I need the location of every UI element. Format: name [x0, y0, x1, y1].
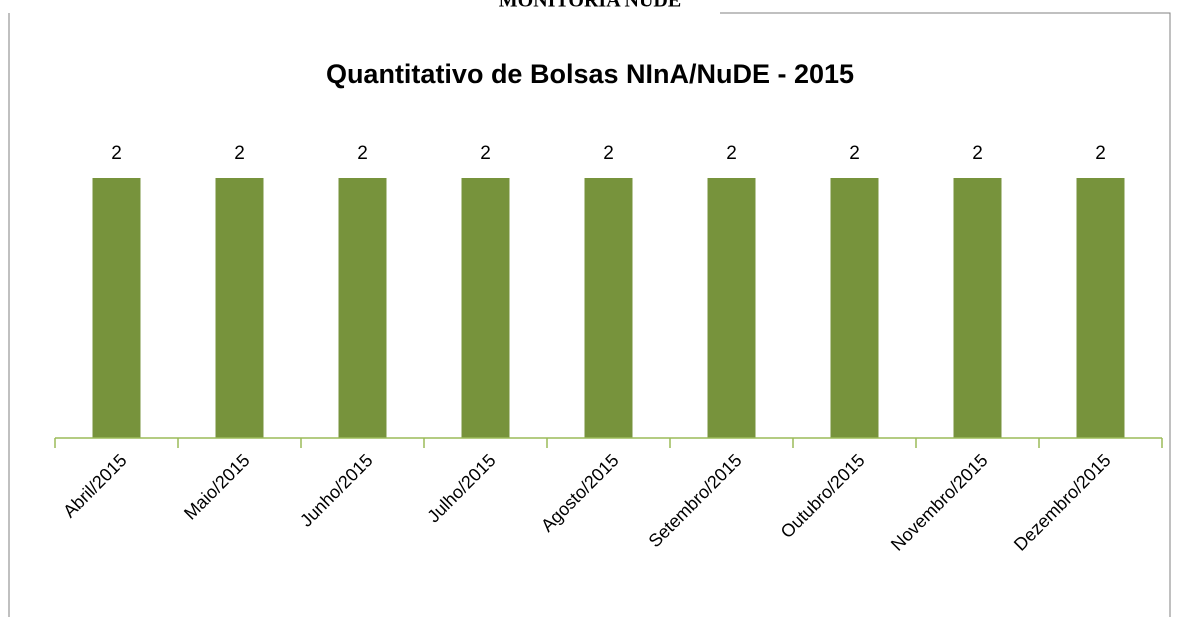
data-label: 2	[234, 143, 245, 164]
page-heading: MONITORIA NUDE	[499, 0, 681, 12]
data-label: 2	[357, 143, 368, 164]
bar	[92, 178, 141, 438]
bar	[215, 178, 264, 438]
x-tick-label: Dezembro/2015	[1010, 450, 1115, 555]
x-tick-label: Setembro/2015	[645, 450, 746, 551]
bar	[1076, 178, 1125, 438]
x-tick-label: Abril/2015	[59, 450, 130, 521]
data-label: 2	[1095, 143, 1106, 164]
x-tick-label: Junho/2015	[296, 450, 377, 531]
x-tick-label: Maio/2015	[180, 450, 254, 524]
x-tick-label: Novembro/2015	[887, 450, 992, 555]
data-label: 2	[849, 143, 860, 164]
x-tick-label: Agosto/2015	[537, 450, 623, 536]
x-tick-label: Outubro/2015	[777, 450, 869, 542]
data-label: 2	[111, 143, 122, 164]
frame-right	[720, 12, 1171, 617]
data-label: 2	[603, 143, 614, 164]
data-label: 2	[480, 143, 491, 164]
chart-title: Quantitativo de Bolsas NInA/NuDE - 2015	[326, 59, 854, 89]
bar	[830, 178, 879, 438]
bar	[707, 178, 756, 438]
bar	[584, 178, 633, 438]
data-label: 2	[726, 143, 737, 164]
bar	[461, 178, 510, 438]
bar	[338, 178, 387, 438]
bar	[953, 178, 1002, 438]
x-tick-label: Julho/2015	[423, 450, 499, 526]
data-label: 2	[972, 143, 983, 164]
